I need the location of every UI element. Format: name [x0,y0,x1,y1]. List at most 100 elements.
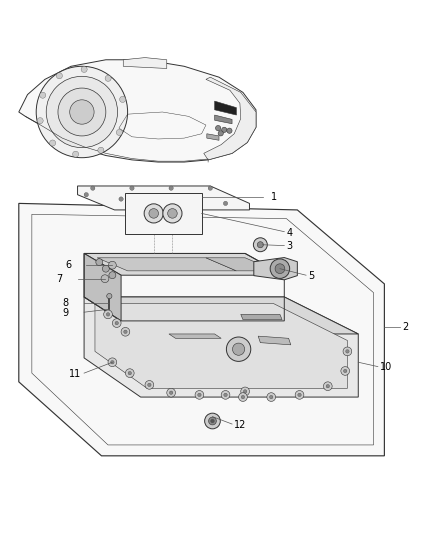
Circle shape [222,127,227,133]
Circle shape [105,75,111,82]
Circle shape [104,310,113,319]
Circle shape [211,419,214,423]
Circle shape [120,96,126,102]
Polygon shape [95,303,347,389]
Circle shape [144,204,163,223]
Circle shape [57,72,62,79]
Polygon shape [78,186,250,210]
Circle shape [275,264,285,273]
Circle shape [241,395,245,399]
Circle shape [341,367,350,375]
Circle shape [298,393,301,397]
Circle shape [224,393,227,397]
Circle shape [58,88,106,136]
Circle shape [188,200,193,204]
Polygon shape [204,77,256,160]
Circle shape [111,360,114,364]
Circle shape [106,313,110,316]
Circle shape [154,199,158,204]
Circle shape [169,186,173,190]
Circle shape [121,327,130,336]
Circle shape [109,261,116,269]
Circle shape [223,201,228,206]
Circle shape [295,391,304,399]
Circle shape [215,125,221,131]
Text: 10: 10 [380,362,392,373]
Circle shape [149,208,159,218]
Circle shape [167,389,176,397]
Circle shape [227,128,232,133]
Polygon shape [207,134,219,140]
Circle shape [257,241,263,248]
Circle shape [244,390,247,393]
Circle shape [70,100,94,124]
Circle shape [267,393,276,401]
Circle shape [326,384,329,388]
Circle shape [37,118,43,124]
Circle shape [73,151,79,157]
Circle shape [195,391,204,399]
Circle shape [168,208,177,218]
Circle shape [119,197,123,201]
Polygon shape [19,204,385,456]
Circle shape [221,391,230,399]
Polygon shape [254,257,297,280]
Text: 11: 11 [69,369,81,379]
Polygon shape [241,314,282,320]
Circle shape [346,350,349,353]
Polygon shape [169,334,221,338]
Text: 9: 9 [63,308,69,318]
Text: 12: 12 [234,420,247,430]
Polygon shape [123,58,167,68]
Polygon shape [215,101,237,115]
Circle shape [239,393,247,401]
Circle shape [148,383,151,386]
Circle shape [107,294,112,298]
Text: 6: 6 [65,260,71,270]
Circle shape [218,131,223,136]
Circle shape [98,147,104,153]
Circle shape [81,66,87,72]
Text: 4: 4 [286,228,293,238]
Circle shape [40,92,46,98]
Circle shape [130,186,134,190]
Circle shape [102,265,110,272]
Circle shape [115,321,118,325]
Text: 5: 5 [308,271,314,281]
Circle shape [96,259,103,265]
FancyBboxPatch shape [125,192,201,234]
Circle shape [323,382,332,391]
Polygon shape [84,297,358,334]
Polygon shape [19,60,256,162]
Polygon shape [84,254,284,275]
Text: 1: 1 [271,192,277,202]
Circle shape [226,337,251,361]
Circle shape [91,186,95,190]
Polygon shape [206,258,276,271]
Circle shape [343,369,347,373]
Text: 7: 7 [56,273,62,284]
Circle shape [253,238,267,252]
Circle shape [101,275,109,282]
Circle shape [124,330,127,334]
Polygon shape [97,258,237,271]
Circle shape [269,395,273,399]
Circle shape [108,358,117,367]
Circle shape [270,259,290,278]
Circle shape [116,130,122,135]
Circle shape [84,192,88,197]
Circle shape [145,381,154,389]
Circle shape [343,347,352,356]
Text: 2: 2 [402,322,408,333]
Circle shape [36,66,127,158]
Text: 8: 8 [63,298,69,309]
Circle shape [205,413,220,429]
Circle shape [208,417,216,425]
Circle shape [198,393,201,397]
Circle shape [109,272,116,279]
Circle shape [46,76,117,148]
Circle shape [113,319,121,327]
Circle shape [128,372,131,375]
Circle shape [170,391,173,394]
Circle shape [233,343,245,356]
